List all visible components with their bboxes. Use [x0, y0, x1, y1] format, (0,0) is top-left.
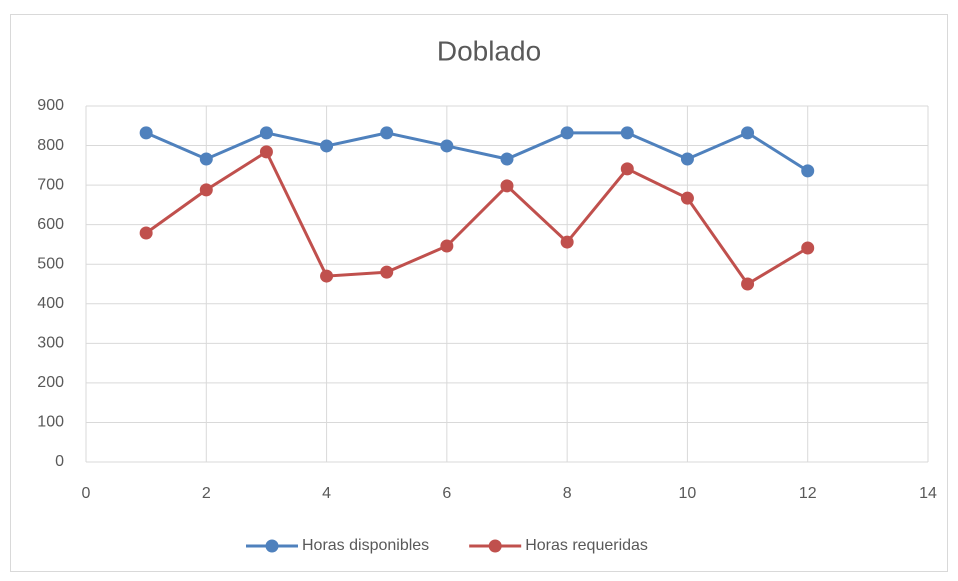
y-tick-label: 500 — [37, 255, 64, 272]
data-point — [560, 235, 574, 249]
data-point — [741, 126, 755, 140]
chart-border — [10, 14, 948, 572]
data-point — [380, 126, 394, 140]
data-point — [680, 152, 694, 166]
y-tick-label: 700 — [37, 176, 64, 193]
y-tick-label: 600 — [37, 216, 64, 233]
y-tick-label: 800 — [37, 137, 64, 154]
data-point — [801, 164, 815, 178]
data-point — [380, 265, 394, 279]
data-point — [199, 183, 213, 197]
data-point — [620, 126, 634, 140]
data-point — [500, 152, 514, 166]
data-point — [199, 152, 213, 166]
data-point — [139, 126, 153, 140]
data-point — [801, 241, 815, 255]
data-point — [320, 139, 334, 153]
data-point — [259, 126, 273, 140]
chart-title: Doblado — [437, 35, 541, 66]
x-tick-label: 4 — [322, 485, 331, 502]
y-tick-label: 900 — [37, 97, 64, 114]
legend-marker — [488, 539, 502, 553]
data-point — [620, 162, 634, 176]
data-point — [259, 145, 273, 159]
data-point — [560, 126, 574, 140]
x-tick-label: 0 — [82, 485, 91, 502]
data-point — [320, 269, 334, 283]
x-tick-label: 12 — [799, 485, 817, 502]
x-tick-label: 2 — [202, 485, 211, 502]
data-point — [500, 179, 514, 193]
data-point — [440, 239, 454, 253]
y-tick-label: 400 — [37, 295, 64, 312]
data-point — [440, 139, 454, 153]
legend-label: Horas disponibles — [302, 537, 429, 554]
y-tick-label: 100 — [37, 414, 64, 431]
x-tick-label: 14 — [919, 485, 937, 502]
legend-marker — [265, 539, 279, 553]
x-tick-label: 6 — [442, 485, 451, 502]
legend-label: Horas requeridas — [525, 537, 648, 554]
y-tick-label: 200 — [37, 374, 64, 391]
data-point — [680, 191, 694, 205]
x-tick-label: 10 — [679, 485, 697, 502]
data-point — [741, 277, 755, 291]
y-tick-label: 300 — [37, 335, 64, 352]
y-tick-label: 0 — [55, 453, 64, 470]
series-line — [145, 149, 809, 287]
data-point — [139, 226, 153, 240]
series-line — [145, 131, 809, 173]
x-tick-label: 8 — [563, 485, 572, 502]
